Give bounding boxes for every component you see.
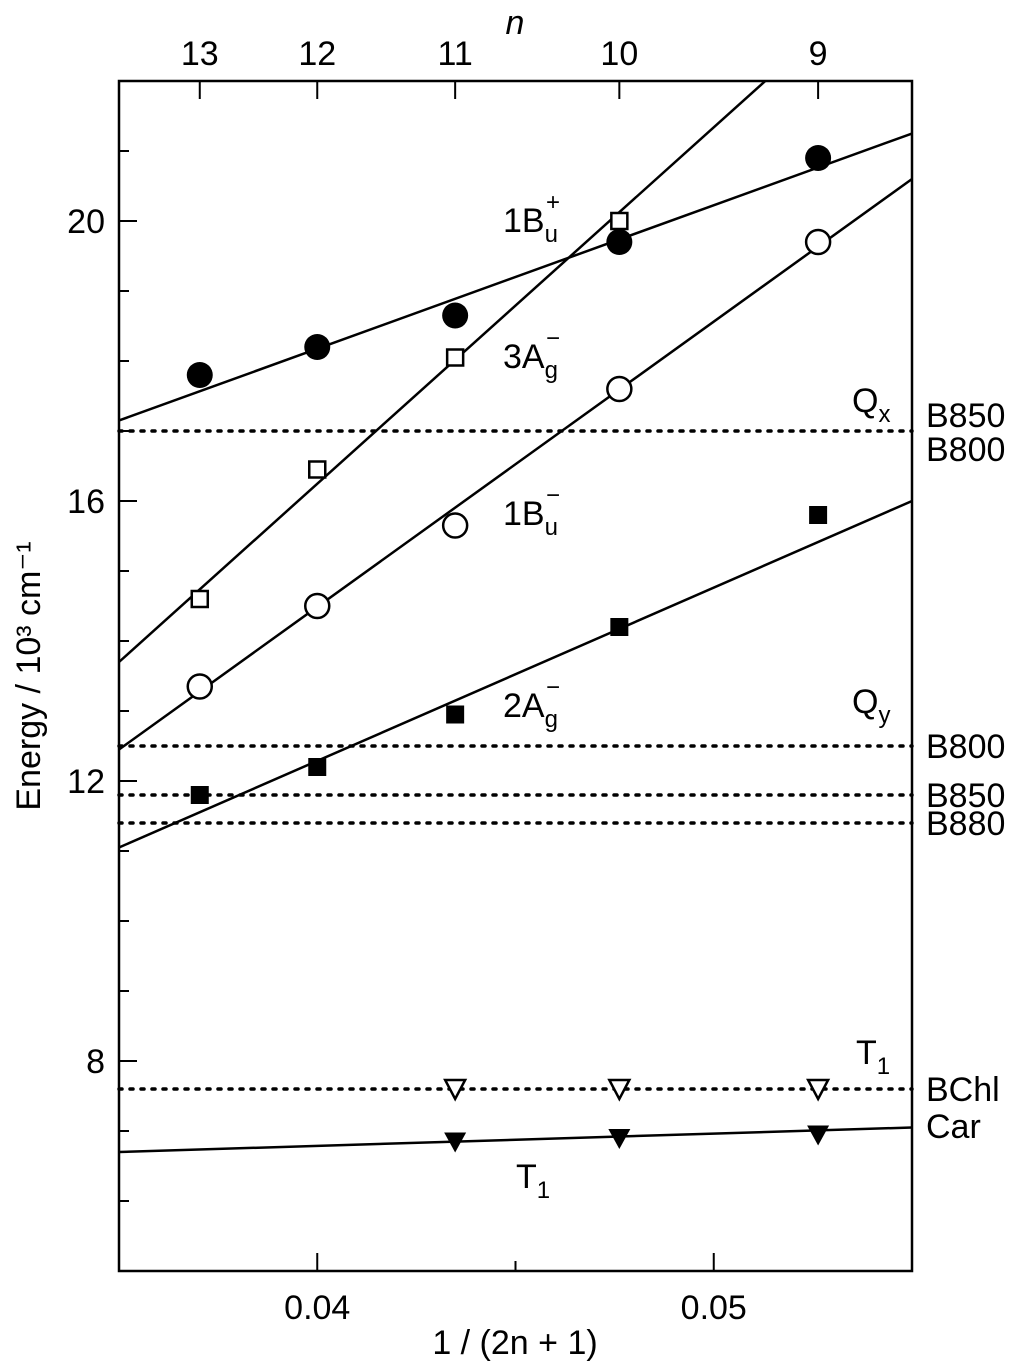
y-tick-label: 8	[86, 1043, 105, 1081]
tick-labels: 8 12 16 20 0.04 0.05 13 12 11 10 9	[67, 35, 827, 1327]
data-point	[807, 1125, 830, 1146]
series-label: 2Ag−	[503, 674, 560, 733]
plot-frame	[117, 79, 914, 1273]
x-tick-label: 0.04	[284, 1289, 350, 1327]
reference-label: B800	[926, 728, 1005, 766]
annotations: Qx Qy T1 Car	[852, 382, 981, 1146]
data-point	[610, 618, 629, 636]
fit-line	[119, 1126, 912, 1154]
annotation-label: T1	[856, 1034, 890, 1080]
reference-label: B850	[926, 777, 1005, 815]
data-point	[308, 758, 327, 776]
x-tick-label: 0.05	[681, 1289, 747, 1327]
data-point	[304, 592, 331, 620]
y-tick-label: 16	[67, 483, 105, 521]
annotation-label: Car	[926, 1108, 981, 1146]
data-point	[308, 460, 327, 479]
data-points	[186, 145, 832, 1153]
data-point	[186, 673, 214, 700]
fit-line	[119, 81, 767, 663]
data-point	[606, 375, 633, 403]
top-axis-title: n	[506, 4, 525, 42]
series-label: 1Bu+	[503, 189, 560, 248]
reference-label: B800	[926, 431, 1005, 469]
fit-lines	[119, 81, 912, 1154]
series-label: 3Ag−	[503, 325, 560, 384]
data-point	[446, 705, 465, 724]
data-point	[441, 512, 469, 539]
annotation-label: Qy	[852, 683, 890, 729]
data-point	[190, 589, 210, 609]
reference-label: B880	[926, 805, 1005, 843]
top-tick-label: 13	[181, 35, 219, 73]
reference-label: BChl	[926, 1071, 1000, 1109]
data-point	[190, 786, 209, 804]
data-point	[805, 145, 832, 171]
fit-line	[119, 177, 912, 751]
reference-lines	[117, 429, 914, 1091]
data-point	[442, 302, 469, 329]
series-label: T1	[516, 1158, 550, 1204]
data-point	[445, 348, 465, 367]
y-tick-label: 12	[67, 763, 105, 801]
x-axis-title: 1 / (2n + 1)	[432, 1324, 597, 1362]
axis-ticks	[118, 80, 913, 1272]
fit-line	[119, 499, 912, 849]
data-point	[607, 1078, 632, 1102]
data-point	[304, 334, 331, 360]
series-label: 1Bu−	[503, 482, 560, 541]
data-point	[443, 1078, 468, 1102]
series-labels: B850B800B800B850B880BChl1Bu+3Ag−1Bu−2Ag−…	[503, 189, 1005, 1204]
y-axis-title: Energy / 10³ cm⁻¹	[10, 541, 48, 810]
data-point	[806, 1078, 831, 1102]
data-point	[610, 211, 629, 231]
data-point	[186, 362, 213, 388]
top-tick-label: 12	[298, 35, 336, 73]
data-point	[606, 229, 633, 255]
fit-line	[119, 132, 912, 422]
y-tick-label: 20	[67, 203, 105, 241]
top-tick-label: 10	[600, 35, 638, 73]
top-tick-label: 11	[438, 35, 473, 73]
data-point	[809, 506, 828, 524]
data-point	[804, 228, 832, 256]
reference-label: B850	[926, 397, 1005, 435]
data-point	[444, 1132, 467, 1153]
annotation-label: Qx	[852, 382, 890, 428]
data-point	[608, 1129, 631, 1149]
top-tick-label: 9	[809, 35, 828, 73]
